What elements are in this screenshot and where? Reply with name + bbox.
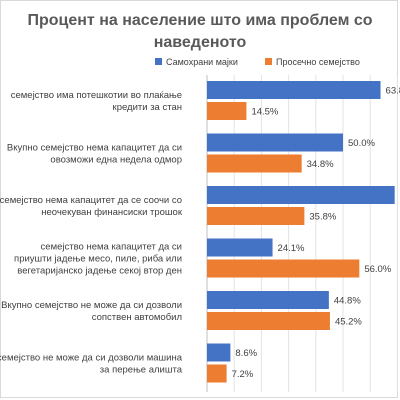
bar-average-family-6 xyxy=(207,364,227,383)
category-label-3-line-1: семејство нема капацитет да се соочи со xyxy=(0,195,182,206)
category-label-4-line-1: семејство нема капацитет да си xyxy=(41,242,182,253)
data-label-single-mothers-6: 8.6% xyxy=(235,348,257,359)
bar-single-mothers-4 xyxy=(207,238,273,257)
grid-lines xyxy=(206,75,398,392)
category-label-5-line-1: Вкупно семејство не може да си дозволи xyxy=(1,300,182,311)
bar-average-family-2 xyxy=(207,154,302,173)
category-label-1-line-1: семејство има потешкотии во плаќање xyxy=(11,90,182,101)
data-label-average-family-4: 56.0% xyxy=(364,264,391,275)
bars xyxy=(207,81,395,383)
legend-swatch-2 xyxy=(265,58,272,65)
category-labels: семејство има потешкотии во плаќањекреди… xyxy=(0,90,183,376)
bar-single-mothers-1 xyxy=(207,81,381,99)
data-label-average-family-3: 35.8% xyxy=(309,212,336,223)
category-label-2-line-1: Вкупно семејство нема капацитет да си xyxy=(7,143,182,154)
data-label-average-family-2: 34.8% xyxy=(307,159,334,170)
category-label-4-line-3: вегетаријанско јадење секој втор ден xyxy=(17,266,182,277)
category-label-1-line-2: кредити за стан xyxy=(113,102,182,113)
category-label-6-line-2: за перење алишта xyxy=(100,365,183,376)
bar-average-family-4 xyxy=(207,259,360,278)
bar-average-family-3 xyxy=(207,207,305,225)
legend-label-2: Просечно семејство xyxy=(276,57,360,67)
data-label-single-mothers-5: 44.8% xyxy=(334,296,361,307)
data-label-average-family-5: 45.2% xyxy=(335,317,362,328)
category-label-4-line-2: приушти јадење месо, пиле, риба или xyxy=(14,254,182,265)
bar-average-family-1 xyxy=(207,102,247,120)
chart-legend: Самохрани мајки Просечно семејство xyxy=(155,57,360,67)
chart-title-line-1: Процент на население што има проблем со xyxy=(27,12,372,29)
legend-swatch-1 xyxy=(155,58,162,65)
data-label-average-family-6: 7.2% xyxy=(232,369,254,380)
category-label-3-line-2: неочекуван финансиски трошок xyxy=(41,207,183,218)
bar-single-mothers-3 xyxy=(207,186,395,204)
chart-title-line-2: наведеното xyxy=(154,34,247,51)
bar-single-mothers-6 xyxy=(207,343,231,362)
bar-single-mothers-2 xyxy=(207,133,343,152)
data-label-average-family-1: 14.5% xyxy=(251,107,278,118)
category-label-6-line-1: семејство не може да си дозволи машина xyxy=(0,353,183,364)
data-label-single-mothers-1: 63.8% xyxy=(386,86,400,97)
bar-average-family-5 xyxy=(207,312,330,330)
data-label-single-mothers-4: 24.1% xyxy=(278,243,305,254)
legend-label-1: Самохрани мајки xyxy=(166,57,238,67)
category-label-5-line-2: сопствен автомобил xyxy=(92,312,182,323)
data-label-single-mothers-2: 50.0% xyxy=(348,138,375,149)
chart-title: Процент на население што има проблем со н… xyxy=(27,12,372,51)
bar-single-mothers-5 xyxy=(207,291,329,309)
category-label-2-line-2: овозможи една недела одмор xyxy=(50,155,182,166)
data-labels: 63.8% 14.5% 50.0% 34.8% 35.8% 24.1% 56.0% 44.8%… xyxy=(232,86,400,381)
